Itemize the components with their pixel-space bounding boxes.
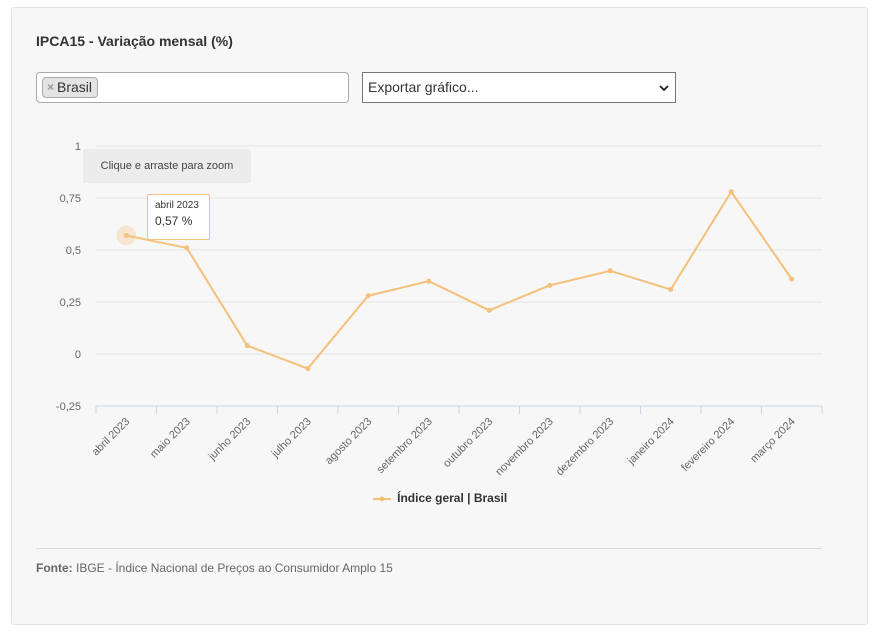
y-tick-label: 0,5 xyxy=(66,245,81,257)
x-tick-label: novembro 2023 xyxy=(493,416,556,479)
chart-legend[interactable]: Índice geral | Brasil xyxy=(0,491,879,505)
tooltip-date: abril 2023 xyxy=(155,200,199,211)
region-tag-label: Brasil xyxy=(57,79,93,95)
x-tick-label: abril 2023 xyxy=(90,416,133,459)
chevron-down-icon xyxy=(659,85,669,92)
x-tick-label: outubro 2023 xyxy=(441,416,495,470)
y-tick-label: 1 xyxy=(75,141,81,153)
data-point xyxy=(123,232,129,238)
data-point xyxy=(728,189,734,195)
data-point xyxy=(365,293,371,299)
legend-line-icon xyxy=(372,496,391,502)
x-tick-label: agosto 2023 xyxy=(323,416,374,467)
region-tag[interactable]: × Brasil xyxy=(42,77,99,98)
source-text: IBGE - Índice Nacional de Preços ao Cons… xyxy=(76,561,393,575)
series-line xyxy=(126,190,793,370)
source-note: Fonte: IBGE - Índice Nacional de Preços … xyxy=(36,561,393,575)
x-tick-label: dezembro 2023 xyxy=(554,416,617,479)
data-point xyxy=(668,287,674,293)
chart-title: IPCA15 - Variação mensal (%) xyxy=(36,33,233,49)
data-point xyxy=(789,276,795,282)
region-filter-input[interactable]: × Brasil xyxy=(36,72,349,103)
tooltip-value: 0,57 % xyxy=(155,214,193,228)
y-tick-label: 0,25 xyxy=(60,297,81,309)
x-tick-label: maio 2023 xyxy=(148,416,193,461)
data-point xyxy=(184,245,190,251)
data-tooltip: abril 2023 0,57 % xyxy=(147,194,210,240)
y-tick-label: -0,25 xyxy=(56,401,81,413)
x-tick-label: julho 2023 xyxy=(269,416,314,461)
data-point xyxy=(607,268,613,274)
export-select-value: Exportar gráfico... xyxy=(368,79,479,95)
data-point xyxy=(547,282,553,288)
x-tick-label: setembro 2023 xyxy=(374,416,434,476)
chart-panel xyxy=(11,7,868,625)
source-label: Fonte: xyxy=(36,561,73,575)
data-point xyxy=(244,343,250,349)
remove-tag-icon[interactable]: × xyxy=(47,80,55,94)
x-tick-label: março 2024 xyxy=(748,416,798,466)
x-tick-label: janeiro 2024 xyxy=(625,416,677,468)
footer-divider xyxy=(36,548,822,549)
export-chart-select[interactable]: Exportar gráfico... xyxy=(362,72,676,103)
y-tick-label: 0,75 xyxy=(60,193,81,205)
y-tick-label: 0 xyxy=(75,349,81,361)
zoom-hint: Clique e arraste para zoom xyxy=(83,149,251,183)
data-point xyxy=(305,366,311,372)
data-point xyxy=(486,307,492,313)
x-tick-label: junho 2023 xyxy=(206,416,254,464)
x-tick-label: fevereiro 2024 xyxy=(679,416,737,474)
data-point xyxy=(426,278,432,284)
legend-label: Índice geral | Brasil xyxy=(397,491,508,505)
